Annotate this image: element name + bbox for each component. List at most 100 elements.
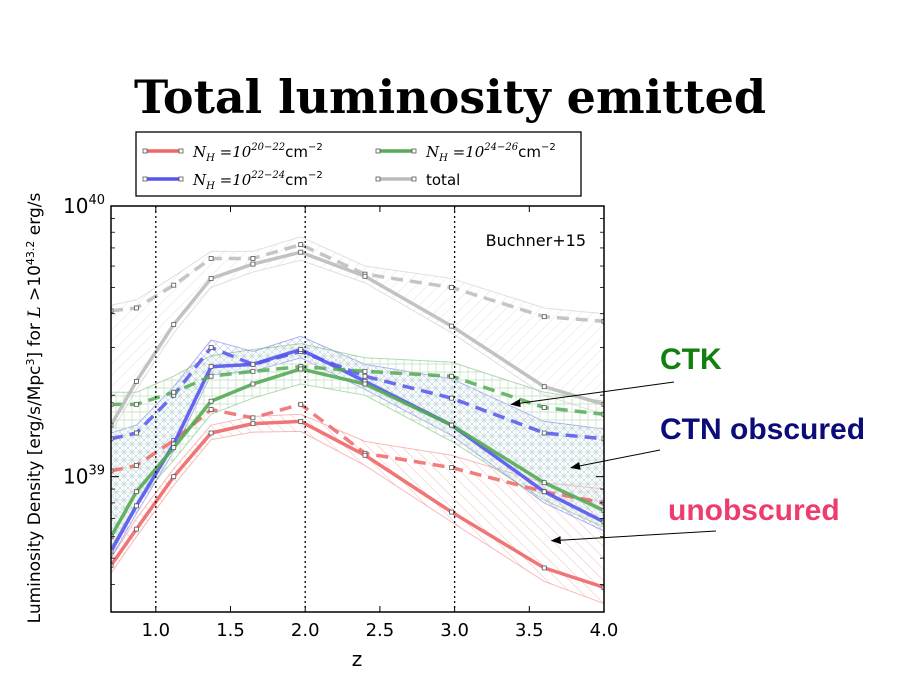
legend-marker — [178, 176, 184, 182]
annotation-ctn-obscured: CTN obscured — [660, 413, 866, 446]
data-point — [449, 285, 455, 290]
data-point — [208, 256, 214, 261]
data-point — [362, 381, 368, 387]
band-edge-lower — [111, 259, 604, 434]
legend-subscript: H — [205, 181, 215, 192]
data-point — [133, 430, 139, 436]
data-point — [111, 468, 114, 474]
data-point — [541, 314, 547, 320]
legend-marker — [142, 148, 148, 154]
y-axis-label-part: ] for — [25, 318, 45, 359]
data-point — [250, 361, 256, 367]
data-point — [250, 261, 256, 267]
legend-subscript: H — [438, 153, 448, 164]
data-point — [111, 436, 114, 442]
legend-equals: =10 — [215, 171, 252, 189]
data-point — [362, 273, 368, 279]
legend-marker — [375, 148, 381, 154]
data-point — [133, 401, 139, 407]
annotation-ctk: CTK — [660, 343, 722, 376]
data-point — [208, 276, 214, 281]
y-axis-label-sup: 43.2 — [24, 241, 37, 266]
data-point — [133, 526, 139, 532]
band-edge-upper — [111, 236, 604, 315]
x-tick-label: 3.5 — [515, 620, 544, 641]
y-tick-base: 10 — [63, 194, 88, 218]
legend: NH =1020−22cm−2NH =1022−24cm−2NH =1024−2… — [135, 131, 582, 197]
annotation-arrow — [510, 381, 675, 408]
y-axis-label-italic: L — [25, 306, 45, 318]
series-line-solid — [111, 367, 604, 538]
series-line-dashed — [111, 364, 604, 417]
series-line-solid — [111, 419, 604, 590]
y-axis-label-part: erg/s — [25, 193, 45, 241]
data-point — [362, 373, 368, 379]
y-tick-exponent: 39 — [88, 464, 105, 479]
legend-label: NH =1022−24cm−2 — [192, 170, 323, 192]
data-point — [111, 563, 114, 568]
x-axis-label: z — [352, 647, 363, 671]
data-point — [298, 242, 304, 248]
data-point — [208, 398, 214, 404]
series-line-solid — [111, 250, 604, 427]
data-point — [541, 565, 547, 571]
legend-unit: total — [426, 171, 460, 189]
data-point — [171, 445, 177, 451]
legend-symbol: N — [192, 143, 207, 161]
legend-unit: cm — [285, 171, 308, 189]
data-point — [298, 401, 304, 407]
legend-unit-exponent: −2 — [541, 142, 556, 153]
data-point — [133, 305, 139, 311]
x-tick-label: 4.0 — [590, 620, 619, 641]
legend-unit-exponent: −2 — [308, 142, 323, 153]
data-point — [298, 347, 304, 352]
data-point — [601, 519, 604, 525]
data-point — [171, 322, 177, 327]
data-point — [601, 401, 604, 407]
data-point — [250, 421, 256, 427]
y-tick-base: 10 — [63, 465, 88, 489]
data-point — [171, 389, 177, 395]
x-tick-label: 2.0 — [291, 620, 320, 641]
data-point — [111, 308, 114, 314]
data-point — [601, 584, 604, 590]
data-point — [111, 548, 114, 554]
data-point — [208, 345, 214, 350]
data-point — [449, 373, 455, 379]
y-axis-label-sup: 3 — [24, 359, 37, 366]
data-point — [449, 395, 455, 401]
legend-symbol: N — [425, 143, 440, 161]
plot-frame — [110, 205, 605, 613]
data-point — [601, 436, 604, 442]
legend-unit-exponent: −2 — [308, 170, 323, 181]
y-axis-label-part: >10 — [25, 265, 45, 306]
band-edge-upper — [111, 343, 604, 402]
data-point — [171, 474, 177, 480]
legend-unit: cm — [518, 143, 541, 161]
data-point — [208, 373, 214, 379]
annotation-arrow — [550, 530, 717, 545]
data-point — [298, 249, 304, 255]
data-point — [362, 452, 368, 458]
data-point — [449, 509, 455, 515]
uncertainty-band — [111, 236, 604, 433]
series-line-solid — [111, 347, 604, 553]
x-tick-label: 3.0 — [440, 620, 469, 641]
data-point — [111, 401, 114, 407]
series-line-dashed — [111, 402, 604, 505]
series-line-dashed — [111, 242, 604, 324]
data-point — [133, 378, 139, 384]
data-point — [171, 282, 177, 288]
data-point — [601, 508, 604, 513]
data-point — [208, 430, 214, 436]
annotation-arrow — [570, 449, 661, 470]
legend-label: NH =1020−22cm−2 — [192, 142, 323, 164]
data-point — [449, 422, 455, 428]
band-edge-lower — [111, 430, 604, 604]
data-point — [133, 489, 139, 495]
x-tick-label: 1.5 — [216, 620, 245, 641]
data-point — [541, 480, 547, 486]
legend-marker — [411, 148, 417, 154]
data-point — [362, 368, 368, 374]
data-point — [601, 318, 604, 324]
